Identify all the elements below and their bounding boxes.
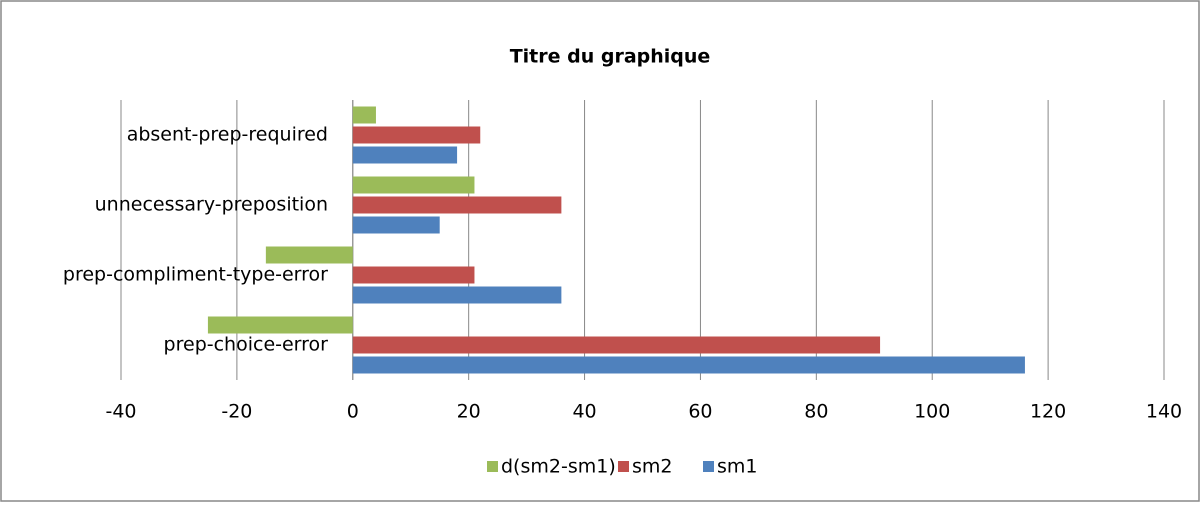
legend-label: sm1 (717, 456, 758, 478)
y-tick-label: unnecessary-preposition (95, 194, 328, 216)
bar (352, 196, 562, 214)
chart-title: Titre du graphique (510, 46, 711, 68)
x-tick-label: 40 (572, 401, 596, 423)
bar (207, 316, 353, 334)
legend-label: d(sm2-sm1) (501, 456, 616, 478)
bar (352, 106, 376, 124)
x-tick-label: 80 (804, 401, 828, 423)
bar (352, 286, 562, 304)
x-tick-label: 120 (1030, 401, 1066, 423)
legend-swatch (487, 461, 498, 472)
x-tick-label: 0 (347, 401, 359, 423)
x-tick-label: 140 (1146, 401, 1182, 423)
bar (352, 146, 458, 164)
bar (352, 216, 440, 234)
bar (352, 126, 481, 144)
bar (265, 246, 353, 264)
y-tick-label: prep-compliment-type-error (63, 264, 328, 286)
x-tick-label: -40 (105, 401, 136, 423)
bar (352, 356, 1025, 374)
y-tick-label: prep-choice-error (164, 334, 329, 356)
legend-label: sm2 (632, 456, 673, 478)
x-tick-label: -20 (221, 401, 252, 423)
legend-swatch (703, 461, 714, 472)
x-tick-label: 20 (457, 401, 481, 423)
bar (352, 176, 475, 194)
legend-swatch (618, 461, 629, 472)
bar (352, 266, 475, 284)
y-tick-label: absent-prep-required (127, 124, 328, 146)
x-tick-label: 100 (914, 401, 950, 423)
x-tick-label: 60 (688, 401, 712, 423)
bar (352, 336, 881, 354)
